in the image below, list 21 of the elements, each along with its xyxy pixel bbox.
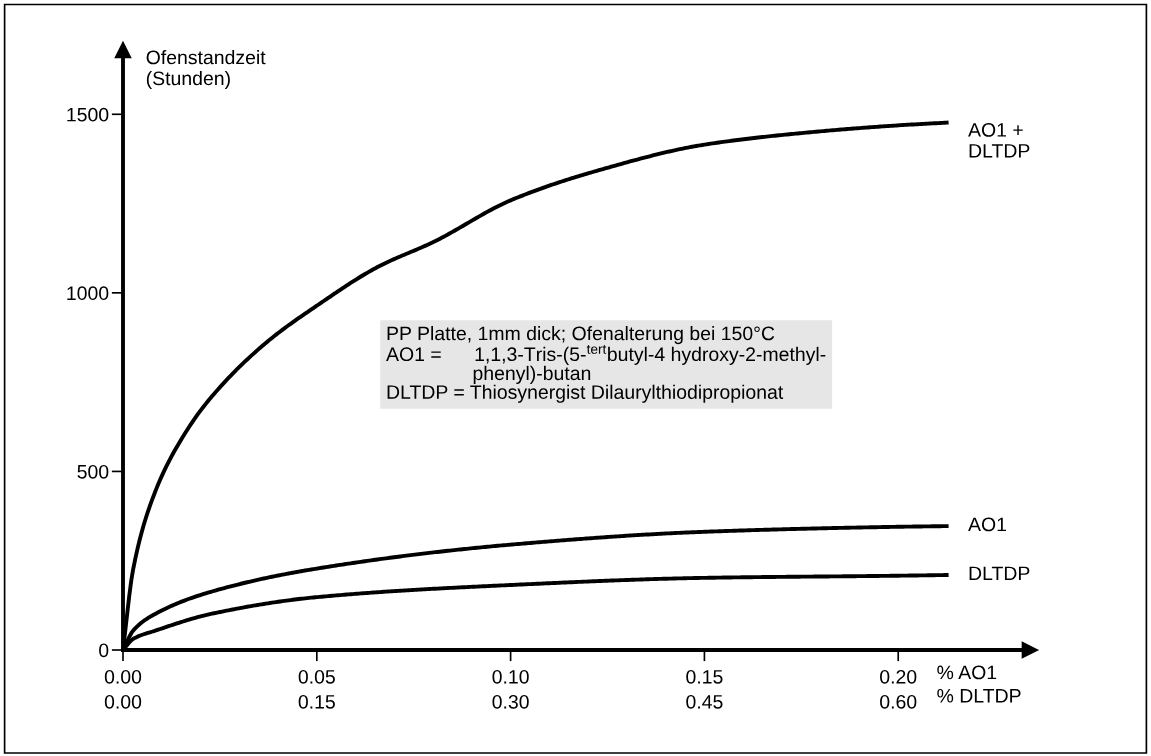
x2-tick-label: 0.30 [492,694,529,709]
x2-tick-label: 0.60 [880,694,917,709]
series-label: DLTDP [969,566,1030,581]
y-tick-label: 1000 [67,286,109,301]
x-tick-label: 0.15 [686,669,723,684]
x-tick-label: 0.00 [104,669,142,684]
x-tick-label: 0.10 [492,669,529,684]
x-axis-title: % AO1 [937,665,997,680]
x-tick-label: 0.05 [298,669,335,684]
y-tick-label: 0 [99,643,109,658]
x2-tick-label: 0.15 [298,694,335,709]
annotation: PP Platte, 1mm dick; Ofenalterung bei 150°C AO1 = 1,1,3-Tris-(5-$^{tert}$butyl-4 hydroxy-2-methyl- phenyl)-butan DLTDP = Thiosynergist Dilaurylthiodipropionat [386,326,826,403]
y-axis-title: Ofenstandzeit (Stunden) [146,50,266,90]
x2-axis-title: % DLTDP [937,689,1021,703]
y-tick-label: 1500 [67,107,109,122]
y-tick-label: 500 [77,464,109,479]
x2-tick-label: 0.45 [686,694,723,709]
x-tick-label: 0.20 [880,669,917,684]
series-label: AO1 + DLTDP [968,123,1030,158]
x2-tick-label: 0.00 [104,694,142,709]
series-label: AO1 [968,517,1007,532]
